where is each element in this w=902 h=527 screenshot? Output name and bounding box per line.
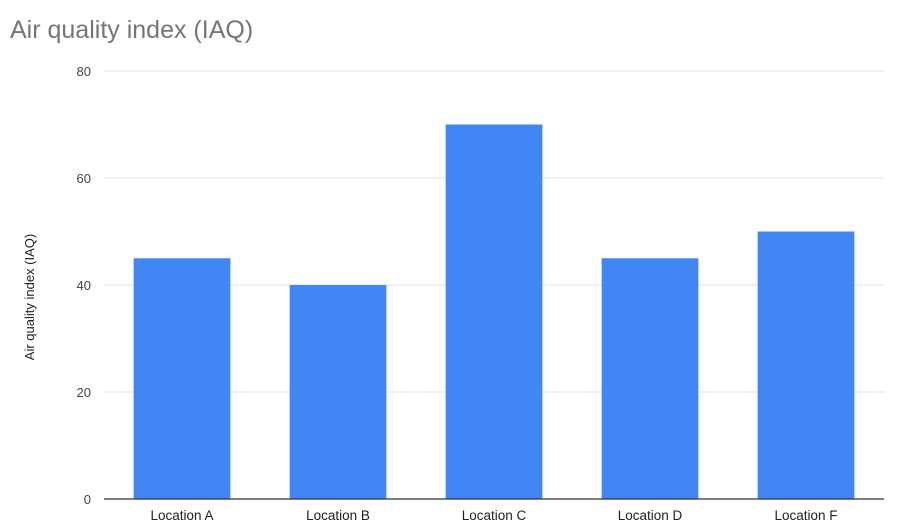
bars <box>133 124 855 499</box>
y-tick-label: 20 <box>77 385 91 400</box>
x-tick-labels: Location A Location B Location C Location D… <box>150 508 837 523</box>
bar-location-a <box>133 258 231 499</box>
x-tick-label: Location B <box>306 508 370 523</box>
bar-location-b <box>289 285 387 499</box>
x-tick-label: Location D <box>618 508 683 523</box>
bar-location-d <box>601 258 699 499</box>
bar-location-f <box>757 231 855 499</box>
y-tick-label: 60 <box>77 171 91 186</box>
y-tick-label: 0 <box>84 492 91 507</box>
x-tick-label: Location A <box>150 508 213 523</box>
bar-location-c <box>445 124 543 499</box>
x-tick-label: Location C <box>462 508 527 523</box>
y-tick-labels: 0 20 40 60 80 <box>77 64 91 507</box>
chart-title: Air quality index (IAQ) <box>10 16 253 44</box>
y-tick-label: 80 <box>77 64 91 79</box>
x-tick-label: Location F <box>774 508 837 523</box>
y-axis-label: Air quality index (IAQ) <box>22 234 37 360</box>
y-tick-label: 40 <box>77 278 91 293</box>
